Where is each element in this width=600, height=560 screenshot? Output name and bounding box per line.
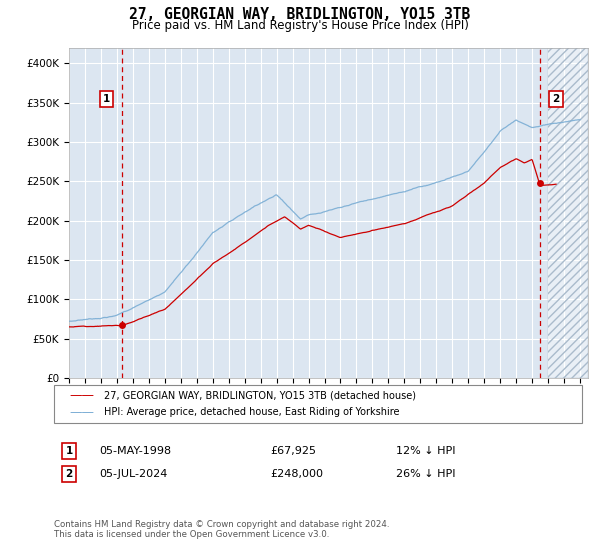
Text: 12% ↓ HPI: 12% ↓ HPI bbox=[396, 446, 455, 456]
Text: 1: 1 bbox=[65, 446, 73, 456]
Text: £67,925: £67,925 bbox=[270, 446, 316, 456]
Text: 1: 1 bbox=[103, 94, 110, 104]
Text: HPI: Average price, detached house, East Riding of Yorkshire: HPI: Average price, detached house, East… bbox=[104, 407, 400, 417]
Text: 26% ↓ HPI: 26% ↓ HPI bbox=[396, 469, 455, 479]
Text: 27, GEORGIAN WAY, BRIDLINGTON, YO15 3TB (detached house): 27, GEORGIAN WAY, BRIDLINGTON, YO15 3TB … bbox=[104, 390, 416, 400]
Text: Contains HM Land Registry data © Crown copyright and database right 2024.
This d: Contains HM Land Registry data © Crown c… bbox=[54, 520, 389, 539]
Text: 2: 2 bbox=[65, 469, 73, 479]
Text: Price paid vs. HM Land Registry's House Price Index (HPI): Price paid vs. HM Land Registry's House … bbox=[131, 19, 469, 32]
Bar bbox=[548, 48, 588, 378]
Text: ——: —— bbox=[69, 389, 94, 402]
Text: 05-JUL-2024: 05-JUL-2024 bbox=[99, 469, 167, 479]
Text: £248,000: £248,000 bbox=[270, 469, 323, 479]
Text: 05-MAY-1998: 05-MAY-1998 bbox=[99, 446, 171, 456]
Bar bbox=[548, 48, 588, 378]
Text: ——: —— bbox=[69, 405, 94, 419]
Text: 2: 2 bbox=[553, 94, 560, 104]
Text: 27, GEORGIAN WAY, BRIDLINGTON, YO15 3TB: 27, GEORGIAN WAY, BRIDLINGTON, YO15 3TB bbox=[130, 7, 470, 22]
